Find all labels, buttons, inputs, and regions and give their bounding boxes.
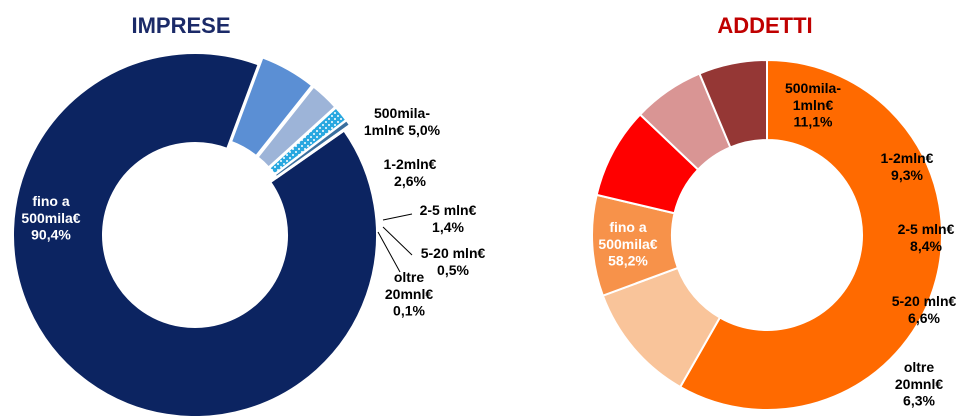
data-label-imprese-5-20-mln: 5-20 mln€ 0,5% [421,245,486,278]
data-label-line: 8,4% [910,238,942,254]
data-label-line: 11,1% [794,114,833,130]
leader-lines [377,213,413,273]
donut-slice-imprese-1-2mln [256,85,337,169]
data-label-line: fino a [32,193,70,209]
donut-chart-addetti: fino a 500mila€ 58,2% 500mila-1mln€ 11,1% 1-2… [591,58,957,411]
data-label-line: 90,4% [31,227,71,243]
data-label-line: 1-2mln€ [881,150,934,166]
data-label-line: 2-5 mln€ [898,221,955,237]
donut-slice-imprese-oltre-20mnl [275,123,353,180]
data-label-addetti-oltre-20mnl: oltre 20mnl€ 6,3% [895,359,943,409]
donut-chart-imprese: fino a 500mila€ 90,4% 500mila-1mln€ 5,0% 1-2… [12,52,486,416]
data-label-addetti-1-2mln: 1-2mln€ 9,3% [881,150,934,183]
data-label-line: 9,3% [891,167,923,183]
data-label-line: 6,3% [903,393,935,409]
data-label-line: 0,1% [393,303,425,319]
data-label-imprese-500mila-1mln: 500mila-1mln€ 5,0% [364,105,441,138]
data-label-line: 6,6% [908,310,940,326]
data-label-line: 1mln€ 5,0% [364,122,441,138]
leader-line-oltre [377,231,401,273]
data-label-line: 2-5 mln€ [420,202,477,218]
data-label-line: 1-2mln€ [384,156,437,172]
data-label-line: 500mila€ [598,236,657,252]
donut-slice-addetti-oltre-20mnl [698,58,768,149]
data-label-line: fino a [609,219,647,235]
data-label-addetti-2-5-mln: 2-5 mln€ 8,4% [898,221,955,254]
data-label-line: oltre [904,359,935,375]
data-label-imprese-oltre-20mnl: oltre 20mnl€ 0,1% [385,269,433,319]
data-label-line: 1,4% [432,219,464,235]
data-label-line: 5-20 mln€ [892,293,957,309]
data-label-imprese-fino-a-500mila: fino a 500mila€ 90,4% [21,193,80,243]
data-label-line: oltre [394,269,425,285]
chart-title-addetti: ADDETTI [717,13,812,38]
donut-slice-addetti-fino-a-500mila [678,58,943,411]
data-label-line: 500mila- [374,105,430,121]
chart-title-imprese: IMPRESE [131,13,230,38]
data-label-line: 500mila€ [21,210,80,226]
leader-line-2-5mln [382,213,413,221]
data-label-line: 1mln€ [793,97,834,113]
data-label-imprese-1-2mln: 1-2mln€ 2,6% [384,156,437,189]
data-label-imprese-2-5-mln: 2-5 mln€ 1,4% [420,202,477,235]
data-label-addetti-500mila-1mln: 500mila-1mln€ 11,1% [785,80,841,130]
leader-line-5-20mln [382,226,413,256]
data-label-addetti-5-20-mln: 5-20 mln€ 6,6% [892,293,957,326]
data-label-line: 58,2% [608,253,648,269]
donut-slice-imprese-500mila-1mln [229,56,314,158]
data-label-line: 20mnl€ [385,286,433,302]
data-label-line: 500mila- [785,80,841,96]
data-label-line: 20mnl€ [895,376,943,392]
data-label-addetti-fino-a-500mila: fino a 500mila€ 58,2% [598,219,657,269]
data-label-line: 2,6% [394,173,426,189]
data-label-line: 0,5% [437,262,469,278]
donut-slice-imprese-fino-a-500mila [12,52,378,416]
data-label-line: 5-20 mln€ [421,245,486,261]
